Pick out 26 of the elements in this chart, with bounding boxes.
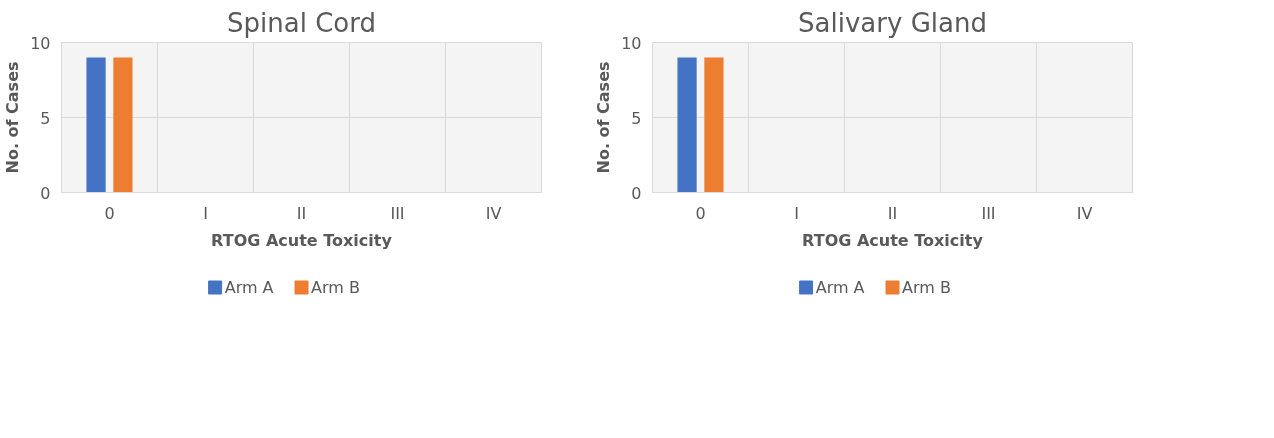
x-tick-label: I [794,203,799,223]
x-tick-label: III [390,203,405,223]
legend-label: Arm B [902,278,951,297]
y-tick-label: 10 [30,33,51,53]
x-tick-label: 0 [104,203,115,223]
y-tick-label: 0 [40,183,51,203]
x-tick-label: II [887,203,898,223]
x-tick-label: III [981,203,996,223]
legend-label: Arm B [311,278,360,297]
legend-label: Arm A [224,278,274,297]
x-axis-title: RTOG Acute Toxicity [211,230,393,250]
y-tick-label: 5 [40,108,51,128]
y-tick-label: 10 [621,33,642,53]
y-tick-label: 0 [631,183,642,203]
legend-label: Arm A [815,278,865,297]
y-tick-label: 5 [631,108,642,128]
chart-title: Spinal Cord [227,7,376,38]
x-tick-label: IV [485,203,502,223]
x-tick-label: II [296,203,307,223]
x-tick-label: IV [1076,203,1093,223]
y-axis-title: No. of Cases [3,61,23,174]
x-tick-label: 0 [695,203,706,223]
x-tick-label: I [203,203,208,223]
chart-title: Salivary Gland [798,7,987,38]
y-axis-title: No. of Cases [594,61,614,174]
x-axis-title: RTOG Acute Toxicity [802,230,984,250]
